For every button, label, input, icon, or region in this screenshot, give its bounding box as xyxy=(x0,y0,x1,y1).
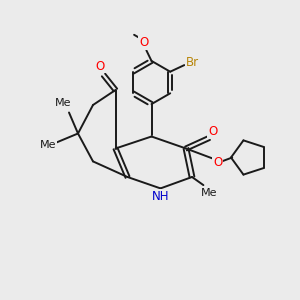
Text: O: O xyxy=(213,155,222,169)
Text: NH: NH xyxy=(152,190,169,203)
Text: Me: Me xyxy=(55,98,71,109)
Text: Br: Br xyxy=(185,56,199,69)
Text: O: O xyxy=(140,36,148,50)
Text: O: O xyxy=(208,125,217,138)
Text: Me: Me xyxy=(201,188,218,199)
Text: Me: Me xyxy=(40,140,56,151)
Text: O: O xyxy=(96,59,105,73)
